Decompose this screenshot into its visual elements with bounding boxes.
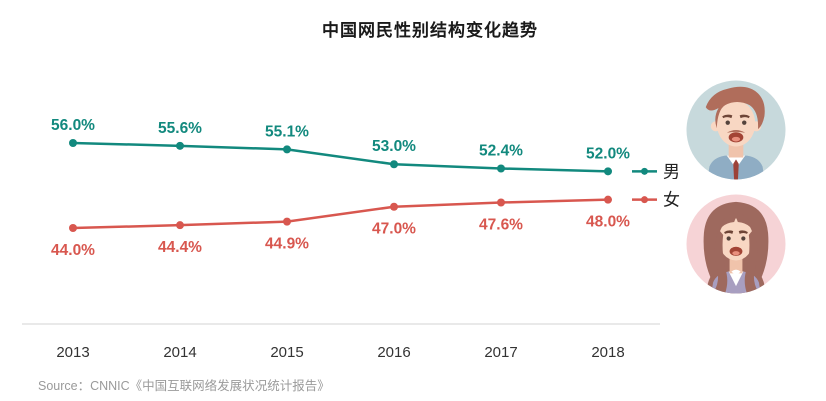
- data-label: 47.6%: [479, 216, 523, 233]
- data-point: [497, 164, 505, 173]
- data-label: 53.0%: [372, 138, 416, 155]
- legend-label-女: 女: [663, 191, 680, 210]
- data-label: 52.0%: [586, 145, 630, 162]
- x-tick-label-2016: 2016: [377, 344, 410, 361]
- data-point: [176, 221, 184, 230]
- legend-label-男: 男: [663, 162, 680, 181]
- data-label: 56.0%: [51, 117, 95, 134]
- male-avatar: [686, 80, 786, 180]
- data-point: [390, 160, 398, 169]
- chart-title: 中国网民性别结构变化趋势: [322, 21, 538, 40]
- data-point: [390, 202, 398, 211]
- x-tick-label-2017: 2017: [484, 344, 517, 361]
- x-tick-label-2013: 2013: [56, 344, 89, 361]
- data-point: [497, 198, 505, 207]
- data-label: 44.4%: [158, 239, 202, 256]
- legend-dot-女: [641, 196, 648, 204]
- data-point: [604, 195, 612, 204]
- data-label: 55.6%: [158, 120, 202, 137]
- legend-dot-男: [641, 167, 648, 175]
- data-point: [604, 167, 612, 176]
- series-line-女: [72, 198, 609, 230]
- female-avatar: [686, 194, 786, 294]
- x-tick-label-2018: 2018: [591, 344, 624, 361]
- data-point: [283, 145, 291, 154]
- x-tick-label-2014: 2014: [163, 344, 196, 361]
- data-label: 55.1%: [265, 123, 309, 140]
- data-point: [176, 141, 184, 150]
- data-label: 44.9%: [265, 236, 309, 253]
- data-point: [69, 139, 77, 147]
- series-line-男: [72, 141, 609, 173]
- data-label: 48.0%: [586, 214, 630, 231]
- data-point: [69, 223, 77, 232]
- data-label: 52.4%: [479, 142, 523, 159]
- data-label: 44.0%: [51, 242, 95, 259]
- source-note: Source：CNNIC《中国互联网络发展状况统计报告》: [38, 379, 330, 393]
- x-tick-label-2015: 2015: [270, 344, 303, 361]
- data-label: 47.0%: [372, 221, 416, 238]
- data-point: [283, 217, 291, 226]
